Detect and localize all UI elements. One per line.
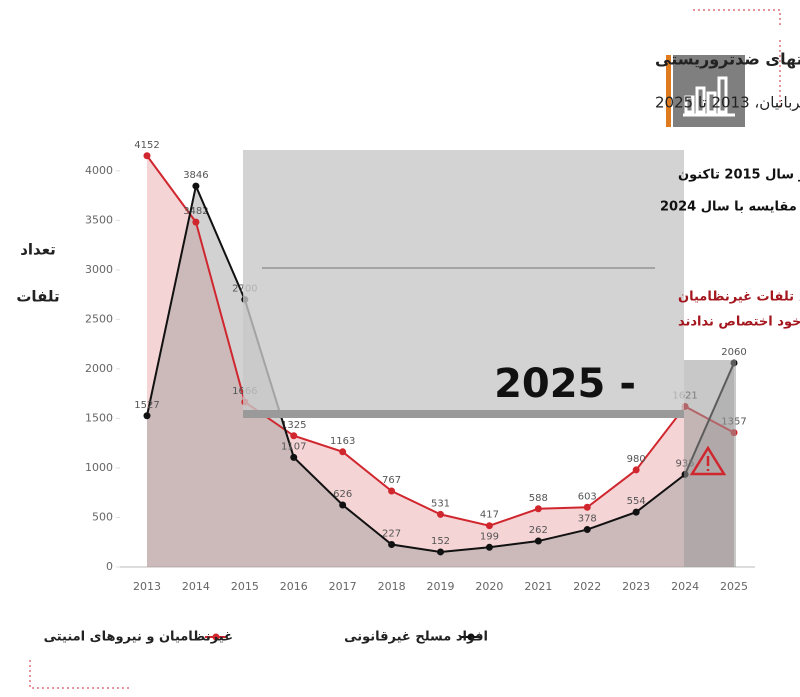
point — [339, 448, 347, 456]
annotation: اولین سال (از سال 2015 تاکنون) که مجموع … — [678, 290, 800, 305]
y-axis-label: تلفات — [16, 288, 59, 306]
legend-marker — [212, 633, 220, 641]
area — [147, 155, 734, 568]
x-tick-label: 2023 — [622, 580, 650, 593]
data-label: 554 — [627, 496, 646, 507]
data-label: 378 — [578, 514, 597, 525]
legend: غیرنظامیان و نیروهای امنیتی افراد مسلح غی… — [44, 630, 488, 645]
data-label: 417 — [480, 510, 499, 521]
x-tick-label: 2024 — [671, 580, 699, 593]
data-label: 227 — [382, 529, 401, 540]
y-axis-label: تعداد — [20, 241, 56, 259]
data-label: 588 — [529, 493, 548, 504]
area — [147, 186, 734, 567]
legend-marker — [467, 633, 475, 641]
decor-border — [693, 9, 781, 110]
x-tick-label: 2019 — [427, 580, 455, 593]
point — [388, 541, 396, 549]
point — [632, 466, 640, 474]
x-tick-label: 2018 — [378, 580, 406, 593]
data-label: 767 — [382, 475, 401, 486]
point — [583, 526, 591, 534]
highlight-band — [243, 410, 684, 418]
legend-label: افراد مسلح غیرقانونی — [344, 630, 488, 645]
point — [143, 152, 151, 160]
x-tick-label: 2015 — [231, 580, 259, 593]
y-tick-label: 1000 — [85, 461, 113, 474]
x-tick-label: 2022 — [573, 580, 601, 593]
annotation: مرگبارترین سال برای افراد مسلح غیرقانونی… — [678, 167, 800, 183]
point — [534, 505, 542, 513]
data-label: 199 — [480, 531, 499, 542]
point — [339, 501, 347, 509]
x-tick-label: 2021 — [524, 580, 552, 593]
highlight-label: 2025 - — [494, 361, 636, 407]
point — [437, 510, 444, 518]
data-label: 980 — [627, 454, 646, 465]
y-tick-label: 500 — [92, 510, 113, 523]
chart-title: تعداد تلفات ناشی از خشونت‌های تروریستی و… — [655, 50, 800, 69]
decor-border — [29, 660, 130, 689]
data-label: 626 — [333, 489, 352, 500]
point — [632, 508, 640, 516]
annotation: بیش از 120 درصد افزایش تلفات در مقایسه ب… — [660, 200, 800, 215]
y-tick-label: 3500 — [85, 213, 113, 226]
data-label: 531 — [431, 498, 450, 509]
point — [437, 548, 444, 556]
y-tick-label: 3000 — [85, 263, 113, 276]
y-tick-label: 2500 — [85, 312, 113, 325]
data-label: 262 — [529, 525, 548, 536]
point — [485, 522, 493, 530]
legend-label: غیرنظامیان و نیروهای امنیتی — [44, 630, 233, 645]
data-label: 2060 — [721, 347, 746, 358]
x-tick-label: 2016 — [280, 580, 308, 593]
point — [192, 182, 200, 190]
y-tick-label: 4000 — [85, 164, 113, 177]
y-tick-label: 2000 — [85, 362, 113, 375]
data-label: 1527 — [134, 400, 159, 411]
data-label: 1107 — [281, 441, 306, 452]
point — [485, 543, 493, 551]
y-tick-label: 0 — [106, 560, 113, 573]
annotation-box — [243, 150, 684, 417]
point — [388, 487, 396, 495]
icon — [683, 76, 735, 117]
data-label: 3482 — [183, 206, 208, 217]
x-tick-label: 2017 — [329, 580, 357, 593]
accent-bar — [666, 55, 671, 127]
chart-subtitle: نوع قربانیان، 2013 تا 2025 — [655, 94, 800, 112]
point — [192, 218, 200, 226]
point — [143, 412, 151, 420]
data-label: 3846 — [183, 170, 208, 181]
y-tick-label: 1500 — [85, 411, 113, 424]
x-tick-label: 2013 — [133, 580, 161, 593]
data-label: 603 — [578, 491, 597, 502]
point — [290, 453, 298, 461]
data-label: 4152 — [134, 140, 159, 151]
data-label: 1163 — [330, 436, 355, 447]
point — [583, 503, 591, 511]
x-tick-label: 2020 — [475, 580, 503, 593]
highlight-box — [684, 360, 736, 567]
x-tick-label: 2014 — [182, 580, 210, 593]
point — [290, 432, 298, 440]
annotation: و نیروهای امنیتی، اکثریت کشته‌ها را به خ… — [678, 315, 800, 330]
data-label: 1325 — [281, 420, 306, 431]
data-label: 152 — [431, 536, 450, 547]
x-tick-label: 2025 — [720, 580, 748, 593]
point — [534, 537, 542, 545]
warning-icon — [689, 445, 727, 476]
